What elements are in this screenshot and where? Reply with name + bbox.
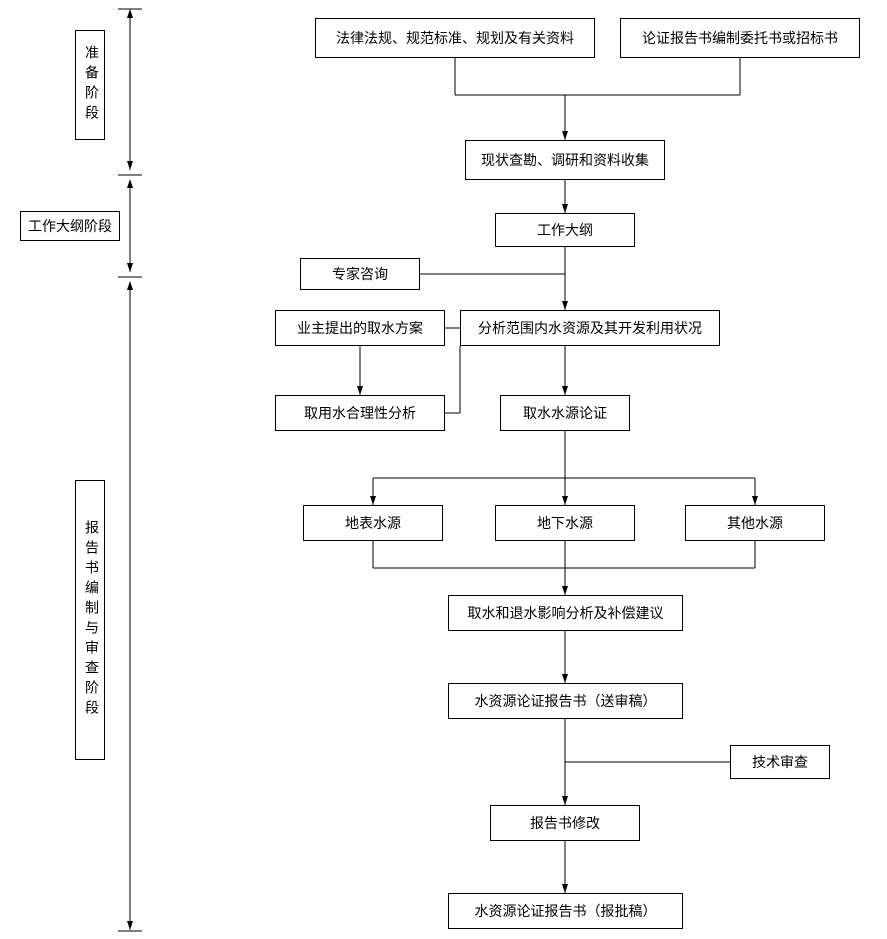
node-survey: 现状查勘、调研和资料收集: [465, 140, 665, 180]
node-scope: 分析范围内水资源及其开发利用状况: [460, 310, 720, 346]
connectors-svg: [0, 0, 887, 939]
node-tech-review: 技术审查: [730, 745, 830, 779]
node-other: 其他水源: [685, 505, 825, 541]
node-expert: 专家咨询: [300, 258, 420, 290]
diagram-canvas: 准备阶段 工作大纲阶段 报告书编制与审查阶段 法律法规、规范标准、规划及有关资料…: [0, 0, 887, 939]
node-final: 水资源论证报告书（报批稿）: [448, 893, 683, 929]
phase-outline-label: 工作大纲阶段: [20, 211, 120, 241]
node-source-demo: 取水水源论证: [500, 395, 630, 431]
node-revise: 报告书修改: [490, 805, 640, 841]
phase-prep-label: 准备阶段: [75, 30, 105, 140]
node-owner-plan: 业主提出的取水方案: [275, 310, 445, 346]
node-laws: 法律法规、规范标准、规划及有关资料: [315, 18, 595, 58]
node-impact: 取水和退水影响分析及补偿建议: [448, 595, 683, 631]
node-work-outline: 工作大纲: [495, 213, 635, 247]
node-rationality: 取用水合理性分析: [275, 395, 445, 431]
node-commission: 论证报告书编制委托书或招标书: [620, 18, 860, 58]
node-surface: 地表水源: [303, 505, 443, 541]
node-draft: 水资源论证报告书（送审稿）: [448, 683, 683, 719]
node-ground: 地下水源: [495, 505, 635, 541]
phase-report-label: 报告书编制与审查阶段: [75, 480, 105, 760]
